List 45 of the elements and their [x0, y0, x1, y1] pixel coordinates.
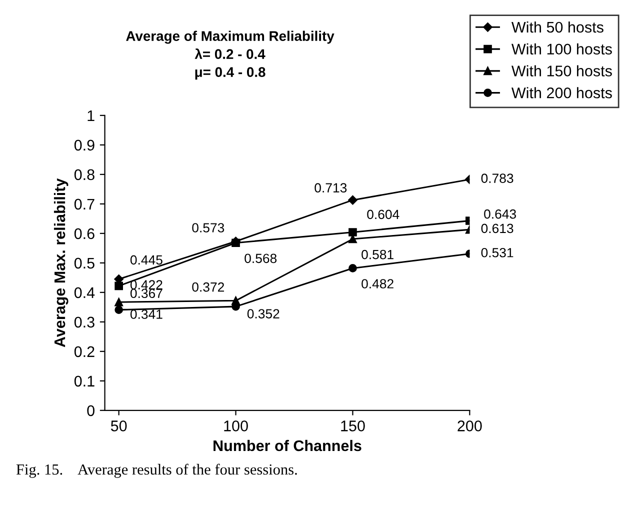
y-tick-label: 0.7: [74, 198, 94, 210]
point: [348, 264, 357, 272]
point: [114, 306, 123, 314]
legend-label: With 50 hosts: [511, 21, 604, 33]
y-tick-label: 0.8: [74, 169, 94, 180]
data-label: 0.568: [244, 254, 277, 264]
data-label: 0.445: [130, 255, 162, 265]
x-tick-label: 100: [224, 420, 248, 432]
y-tick-label: 0.6: [74, 228, 94, 240]
x-tick-label: 150: [341, 420, 365, 432]
y-tick-label: 0.3: [74, 316, 94, 328]
data-label: 0.613: [481, 224, 514, 234]
y-tick-label: 0.2: [74, 346, 94, 358]
chart-title: Average of Maximum Reliability λ= 0.2 - 0.4 μ= 0.4 - 0.8: [126, 30, 334, 80]
legend-label: With 200 hosts: [511, 87, 612, 98]
legend-label: With 100 hosts: [511, 43, 612, 55]
point: [348, 195, 358, 205]
data-label: 0.573: [192, 223, 224, 232]
x-tick-label: 200: [458, 420, 482, 432]
data-label: 0.713: [314, 183, 347, 193]
y-tick-label: 0.5: [74, 258, 94, 269]
data-label: 0.643: [484, 209, 516, 219]
point: [114, 298, 123, 306]
data-label: 0.341: [130, 310, 162, 319]
data-label: 0.783: [481, 174, 514, 183]
data-label: 0.531: [481, 248, 514, 258]
y-tick-label: 0: [87, 405, 94, 416]
y-tick-label: 0.1: [74, 376, 94, 387]
y-tick-label: 1: [88, 110, 94, 121]
data-label: 0.352: [247, 309, 280, 318]
x-axis-title: Number of Channels: [214, 440, 362, 452]
point: [348, 228, 357, 236]
point: [232, 238, 240, 248]
y-tick-label: 0.4: [74, 287, 95, 298]
caption: Fig. 15. Average results of the four sessions.: [16, 464, 297, 478]
data-label: 0.482: [362, 279, 394, 288]
data-label: 0.367: [130, 288, 162, 298]
point: [114, 282, 123, 290]
data-label: 0.604: [367, 210, 400, 220]
data-label: 0.581: [362, 250, 394, 260]
x-tick-label: 50: [110, 420, 127, 432]
y-tick-label: 0.9: [74, 140, 94, 151]
legend-label: With 150 hosts: [511, 65, 612, 76]
data-label: 0.372: [192, 282, 224, 292]
y-axis-title: Average Max. reliability: [54, 178, 68, 348]
